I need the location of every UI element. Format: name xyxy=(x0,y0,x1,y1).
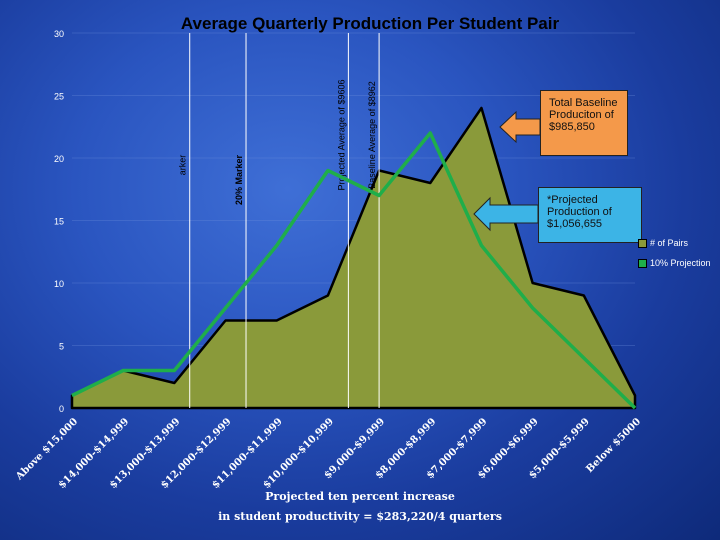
legend-label-pairs: # of Pairs xyxy=(650,238,689,248)
y-tick-label: 0 xyxy=(59,404,64,414)
x-tick-label: Below $5000 xyxy=(584,416,643,475)
legend-item-projection: 10% Projection xyxy=(638,258,711,268)
baseline-arrow-icon xyxy=(499,110,541,144)
y-tick-label: 25 xyxy=(54,92,64,102)
marker-label: Projected Average of $9606 xyxy=(336,80,346,191)
legend-label-projection: 10% Projection xyxy=(650,258,711,268)
footer-line-1: Projected ten percent increase xyxy=(265,490,455,503)
legend-swatch-projection xyxy=(638,258,647,268)
y-tick-label: 20 xyxy=(54,154,64,164)
footer-line-2: in student productivity = $283,220/4 qua… xyxy=(218,510,502,523)
line-series-projection xyxy=(71,131,637,410)
marker-label: 20% Marker xyxy=(234,154,244,205)
legend-swatch-pairs xyxy=(638,238,647,248)
y-tick-label: 10 xyxy=(54,279,64,289)
chart-title: Average Quarterly Production Per Student… xyxy=(180,14,560,33)
y-tick-label: 30 xyxy=(54,29,64,39)
baseline-callout: Total Baseline Produciton of $985,850 xyxy=(540,90,628,156)
y-tick-label: 15 xyxy=(54,217,64,227)
marker-label: arker xyxy=(178,155,188,176)
marker-label: Baseline Average of $8962 xyxy=(367,81,377,188)
legend-item-pairs: # of Pairs xyxy=(638,238,688,248)
projected-callout: *Projected Production of $1,056,655 xyxy=(538,187,642,243)
y-tick-label: 5 xyxy=(59,342,64,352)
